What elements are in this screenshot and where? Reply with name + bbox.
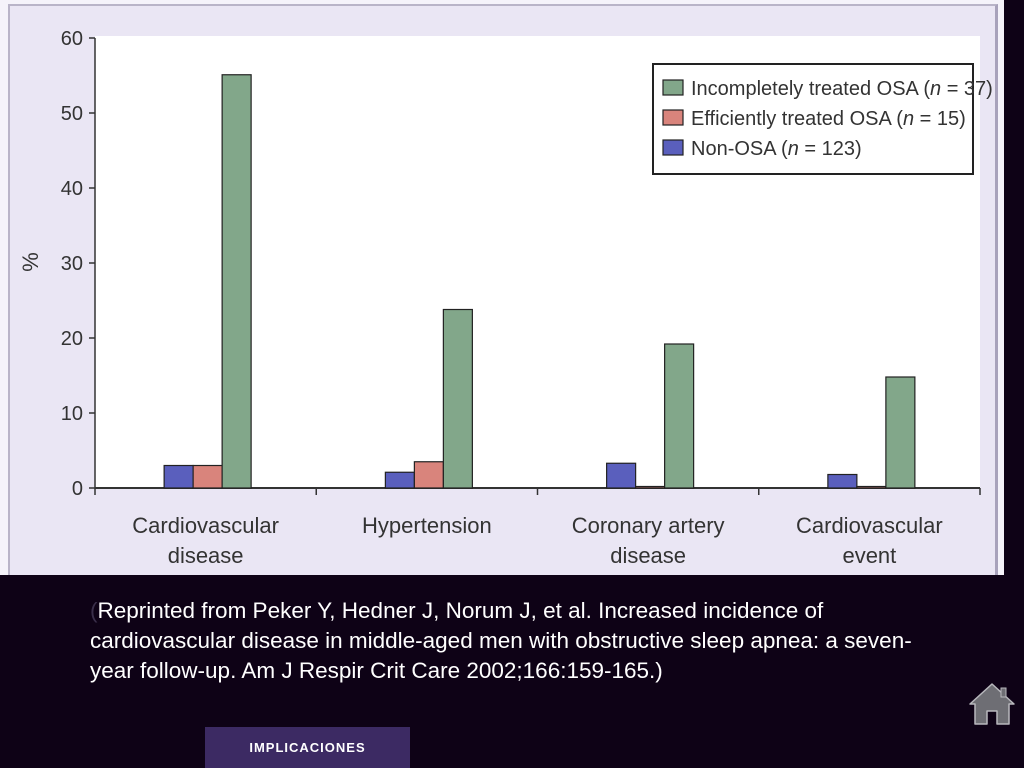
bar: [192, 464, 223, 489]
x-tick-label: Hypertension: [362, 513, 492, 538]
bar: [163, 464, 194, 489]
legend-box: [652, 63, 974, 175]
bar: [664, 343, 695, 489]
y-axis-label: %: [18, 252, 43, 272]
bar-chart: 0 10 20 30 40 50 60% Cardiovascular disease Hyper…: [18, 28, 993, 568]
legend-swatch: [662, 79, 684, 96]
legend-swatch: [662, 109, 684, 126]
nav-tab-implicaciones[interactable]: IMPLICACIONES: [205, 727, 410, 768]
legend-swatch: [662, 139, 684, 156]
bar: [413, 461, 444, 489]
bar: [606, 462, 637, 489]
home-icon: [969, 683, 1015, 725]
y-tick-label: 0: [72, 478, 83, 500]
citation-open-paren: (: [90, 598, 98, 623]
citation-body: Reprinted from Peker Y, Hedner J, Norum …: [90, 598, 912, 683]
x-tick-label: Cardiovascular: [796, 513, 943, 538]
bar: [442, 308, 473, 489]
bar: [856, 485, 887, 489]
y-tick-label: 50: [61, 103, 83, 125]
y-tick-label: 60: [61, 28, 83, 50]
y-tick-label: 10: [61, 403, 83, 425]
home-button[interactable]: [966, 680, 1018, 728]
bar: [384, 471, 415, 489]
citation-text: (Reprinted from Peker Y, Hedner J, Norum…: [90, 596, 950, 686]
y-tick-label: 40: [61, 178, 83, 200]
bar: [221, 74, 252, 489]
x-tick-label: disease: [610, 543, 686, 568]
legend-label: Non-OSA (n = 123): [691, 138, 862, 160]
chart-frame: 0 10 20 30 40 50 60% Cardiovascular disease Hyper…: [8, 4, 998, 575]
x-tick-label: Cardiovascular: [132, 513, 279, 538]
x-tick-label: disease: [168, 543, 244, 568]
legend-label: Efficiently treated OSA (n = 15): [691, 108, 966, 130]
legend-label: Incompletely treated OSA (n = 37): [691, 78, 993, 100]
x-tick-label: Coronary artery: [572, 513, 725, 538]
x-tick-label: event: [842, 543, 896, 568]
chart-image: 0 10 20 30 40 50 60% Cardiovascular disease Hyper…: [0, 0, 1004, 575]
y-tick-label: 20: [61, 328, 83, 350]
bar: [827, 473, 858, 489]
y-tick-label: 30: [61, 253, 83, 275]
bar: [885, 376, 916, 489]
bar: [635, 485, 666, 489]
